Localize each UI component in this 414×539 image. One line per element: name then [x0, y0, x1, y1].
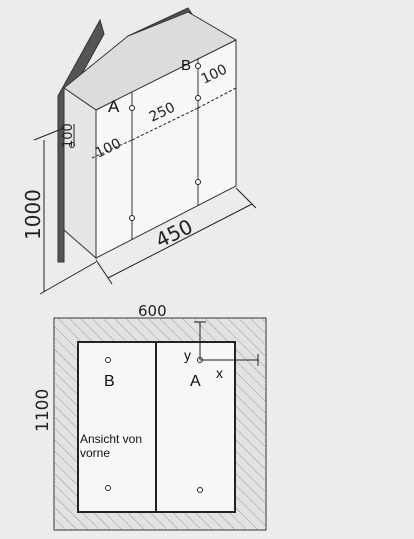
dim-ext-width-left — [95, 259, 113, 285]
dim-label-front-height: 1100 — [33, 389, 53, 432]
front-point-b-bottom — [105, 485, 111, 491]
front-label-b: B — [104, 373, 115, 390]
dim-ext-width-right — [235, 187, 257, 209]
caption-line-2: vorne — [80, 446, 110, 460]
iso-point-right-mid — [195, 95, 201, 101]
cabinet-side — [63, 87, 97, 260]
cabinet-front — [95, 39, 237, 259]
front-label-a: A — [190, 373, 201, 390]
dim-ext-height-bottom — [39, 261, 97, 295]
iso-label-b: B — [181, 57, 191, 74]
dim-line-center-span — [131, 107, 199, 141]
dim-line-left-offset — [91, 139, 133, 159]
front-point-a-bottom — [197, 487, 203, 493]
iso-point-lower-a — [129, 215, 135, 221]
axis-label-x: x — [216, 365, 223, 381]
iso-label-a: A — [108, 97, 120, 116]
front-view: x y B A Ansicht von vorne 600 1100 — [33, 302, 267, 531]
front-point-b-top — [105, 357, 111, 363]
iso-point-a — [129, 105, 135, 111]
iso-point-b — [195, 63, 201, 69]
dim-label-top-offset: 100 — [61, 123, 76, 148]
dim-label-height: 1000 — [21, 189, 45, 240]
dim-line-width — [107, 203, 253, 279]
dim-line-right-offset — [197, 87, 237, 109]
caption-line-1: Ansicht von — [80, 432, 142, 446]
dim-label-front-width: 600 — [138, 302, 167, 320]
isometric-view: A B 250 100 100 100 1000 450 — [21, 7, 257, 295]
axis-label-y: y — [184, 347, 191, 363]
dim-ext-height-top — [33, 127, 65, 141]
iso-point-lower-b — [195, 179, 201, 185]
